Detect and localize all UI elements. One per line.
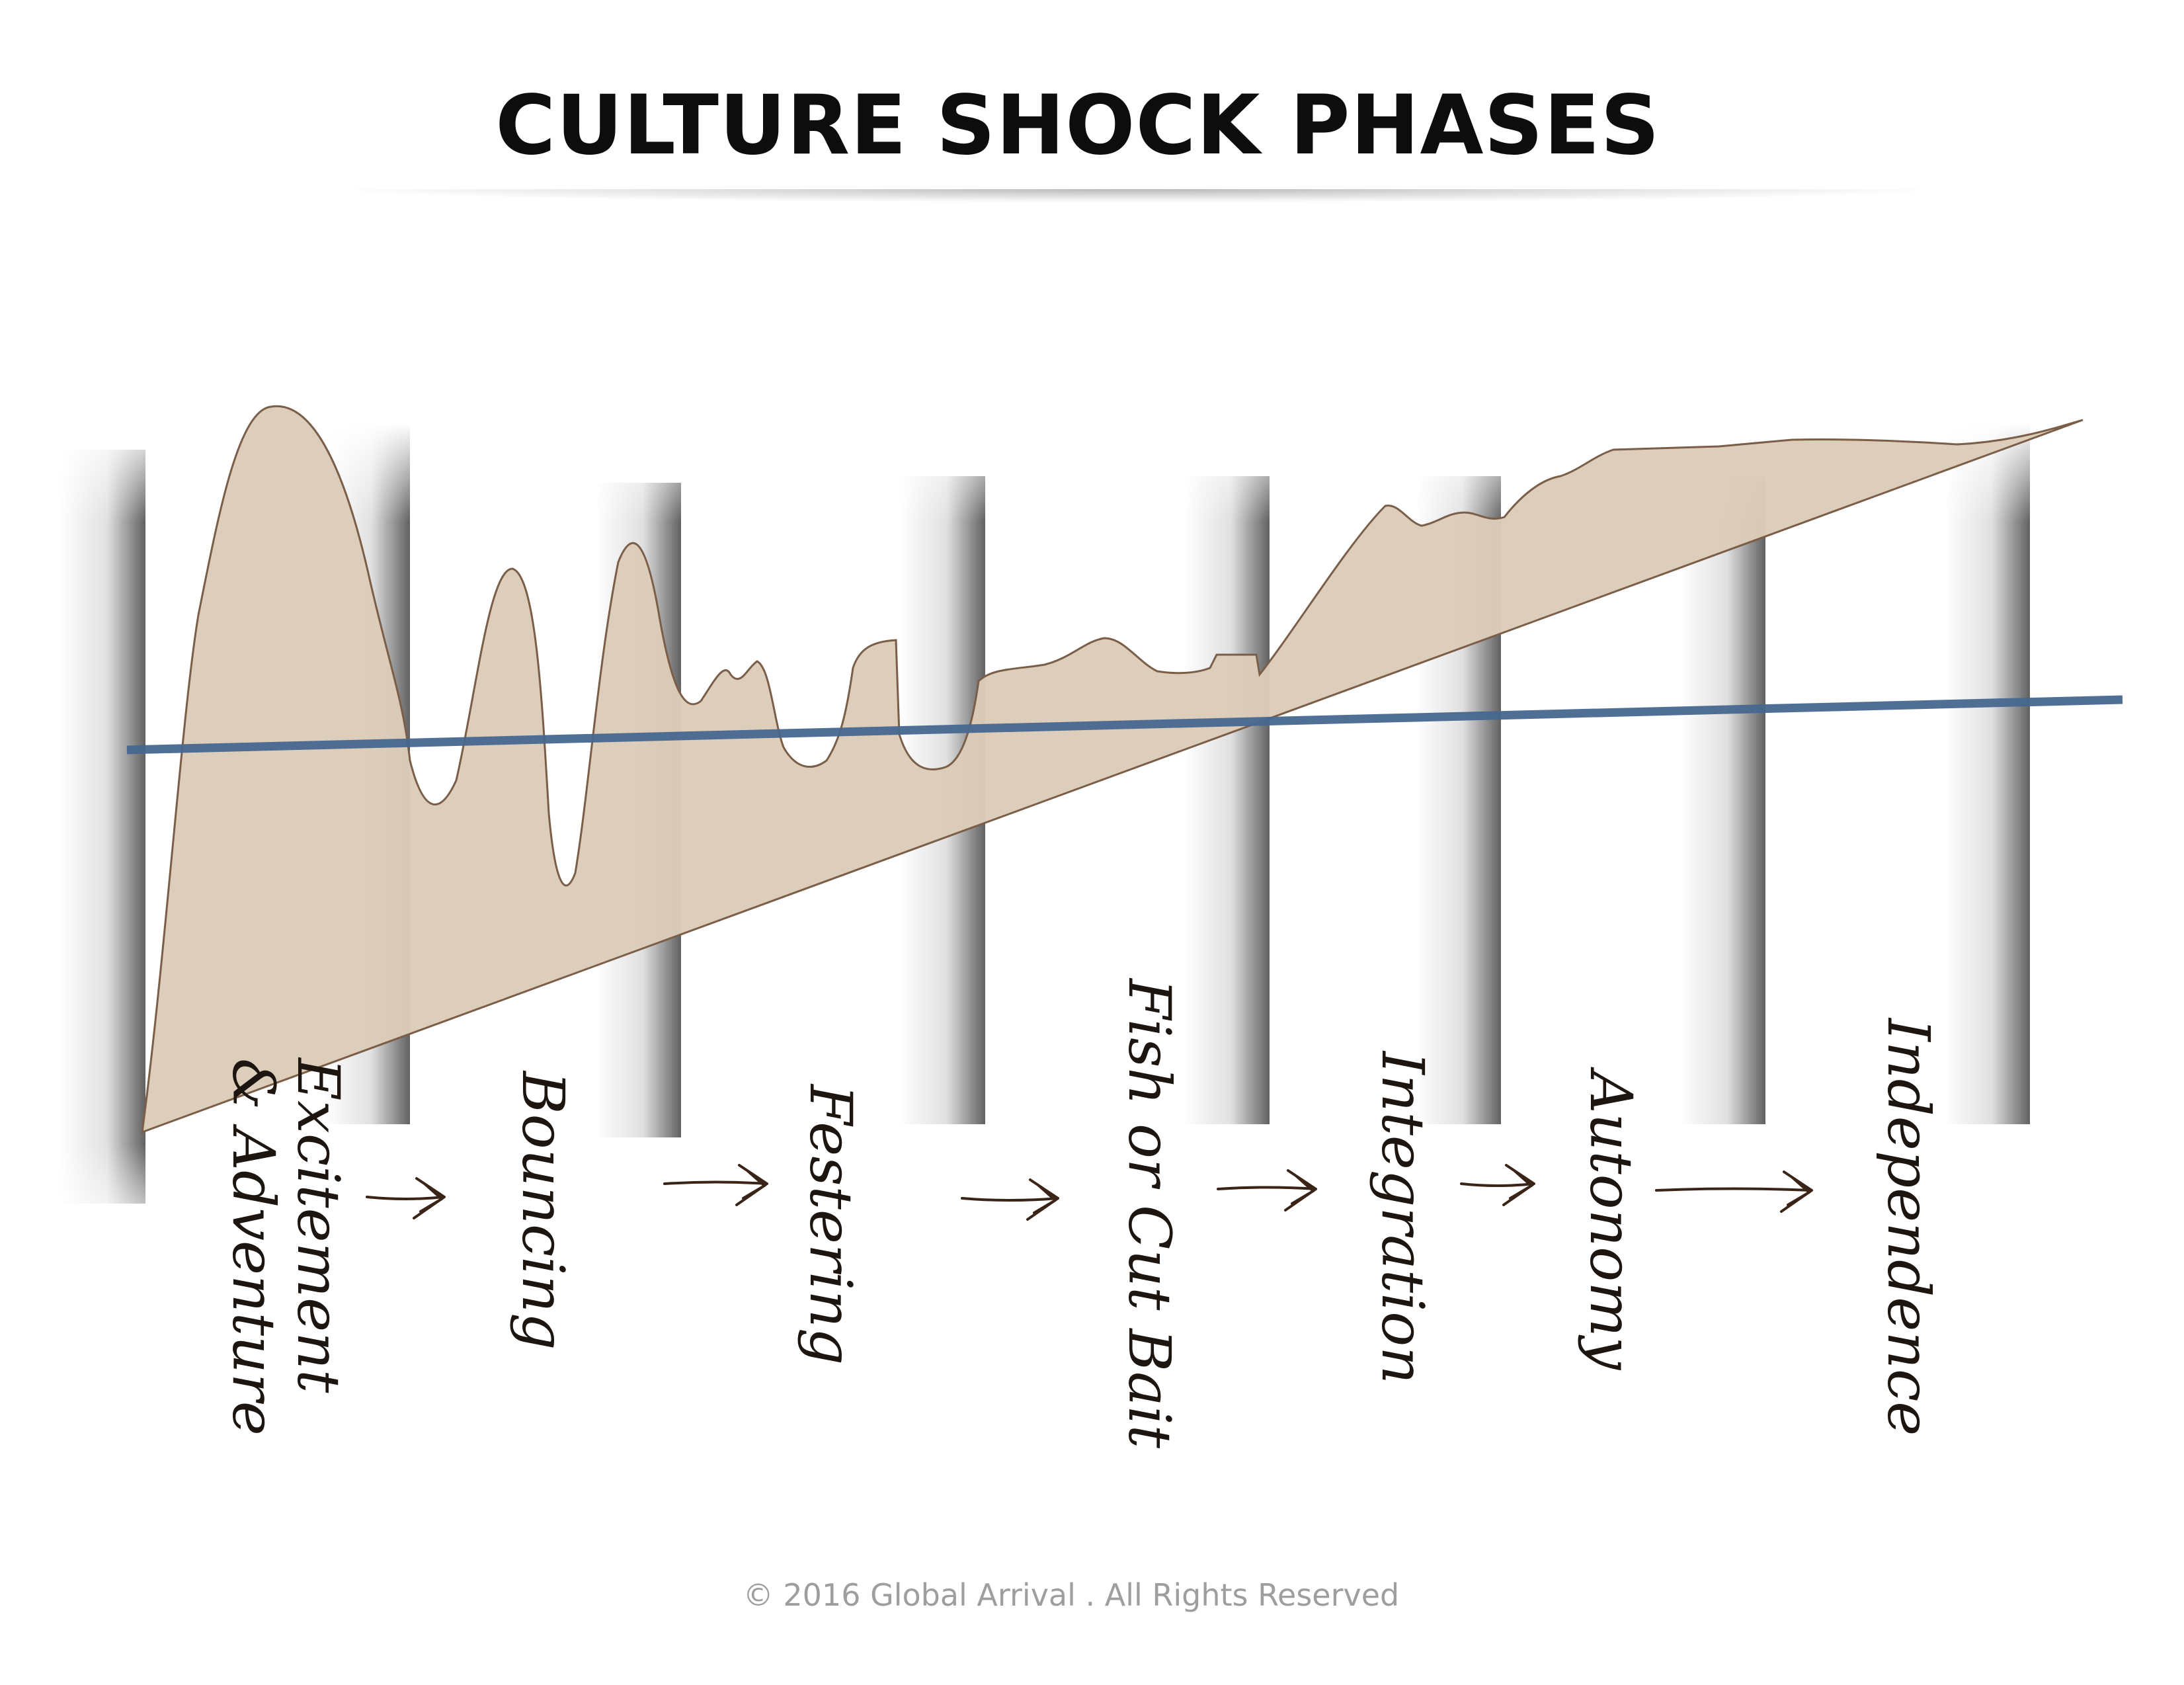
phase-label-line: Bouncing [509,1071,577,1350]
arrow-right-icon [1460,1164,1535,1206]
phase-arrows [366,1164,1813,1221]
copyright-notice: © 2016 Global Arrival . All Rights Reser… [743,1577,1400,1613]
phase-label-integration: Integration [1369,1051,1437,1384]
phase-label-independence: Independence [1875,1018,1943,1436]
page-title: CULTURE SHOCK PHASES [495,78,1660,173]
phase-label-line: Independence [1875,1018,1943,1436]
fold-shadow [60,450,145,1204]
phase-label-autonomy: Autonomy [1577,1071,1645,1370]
arrow-right-icon [1217,1169,1317,1212]
arrow-right-icon [1655,1171,1813,1213]
phase-label-line: & Adventure [220,1058,288,1436]
phase-label-line: Excitement [284,1058,352,1393]
fold-shadow [1679,476,1765,1124]
emotion-wave-area [141,405,2083,1134]
arrow-right-icon [663,1164,768,1206]
arrow-right-icon [961,1178,1059,1221]
fold-shadow [1944,370,2030,1124]
fold-shadow [1184,476,1270,1124]
phase-label-line: Autonomy [1577,1071,1645,1370]
phase-label-line: Integration [1369,1051,1437,1384]
adjustment-baseline [126,695,2123,755]
phase-label-festering: Festering [797,1085,865,1366]
title-divider-shadow [344,189,1931,202]
phase-label-bouncing: Bouncing [509,1071,577,1350]
phase-label-line: Fish or Cut Bait [1115,979,1184,1449]
phase-label-excitement-adventure: Excitement & Adventure [220,1058,352,1436]
phase-label-fish-or-cut-bait: Fish or Cut Bait [1115,979,1184,1449]
phase-label-line: Festering [797,1085,865,1366]
arrow-right-icon [366,1177,446,1219]
